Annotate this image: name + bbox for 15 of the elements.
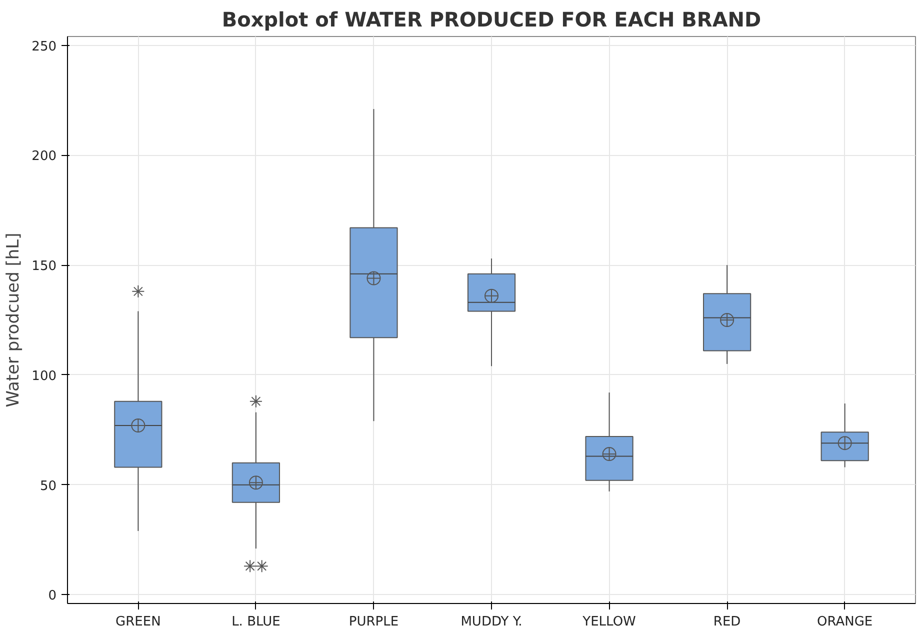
x-tick-label: PURPLE: [348, 614, 399, 630]
x-tick-label: MUDDY Y.: [460, 614, 522, 630]
x-tick-label: RED: [713, 614, 741, 630]
y-tick-label: 0: [48, 588, 57, 604]
x-tick-label: ORANGE: [817, 614, 873, 630]
y-tick-label: 100: [32, 368, 57, 384]
x-tick-label: L. BLUE: [232, 614, 280, 630]
y-tick-label: 50: [40, 478, 57, 494]
x-tick-label: YELLOW: [582, 614, 636, 630]
y-tick-label: 200: [32, 149, 57, 164]
y-tick-label: 150: [32, 259, 57, 274]
y-axis-title: Water prodcued [hL]: [4, 232, 24, 408]
y-tick-label: 250: [32, 39, 57, 54]
x-tick-label: GREEN: [116, 614, 161, 630]
chart-title: Boxplot of WATER PRODUCED FOR EACH BRAND: [222, 8, 762, 32]
